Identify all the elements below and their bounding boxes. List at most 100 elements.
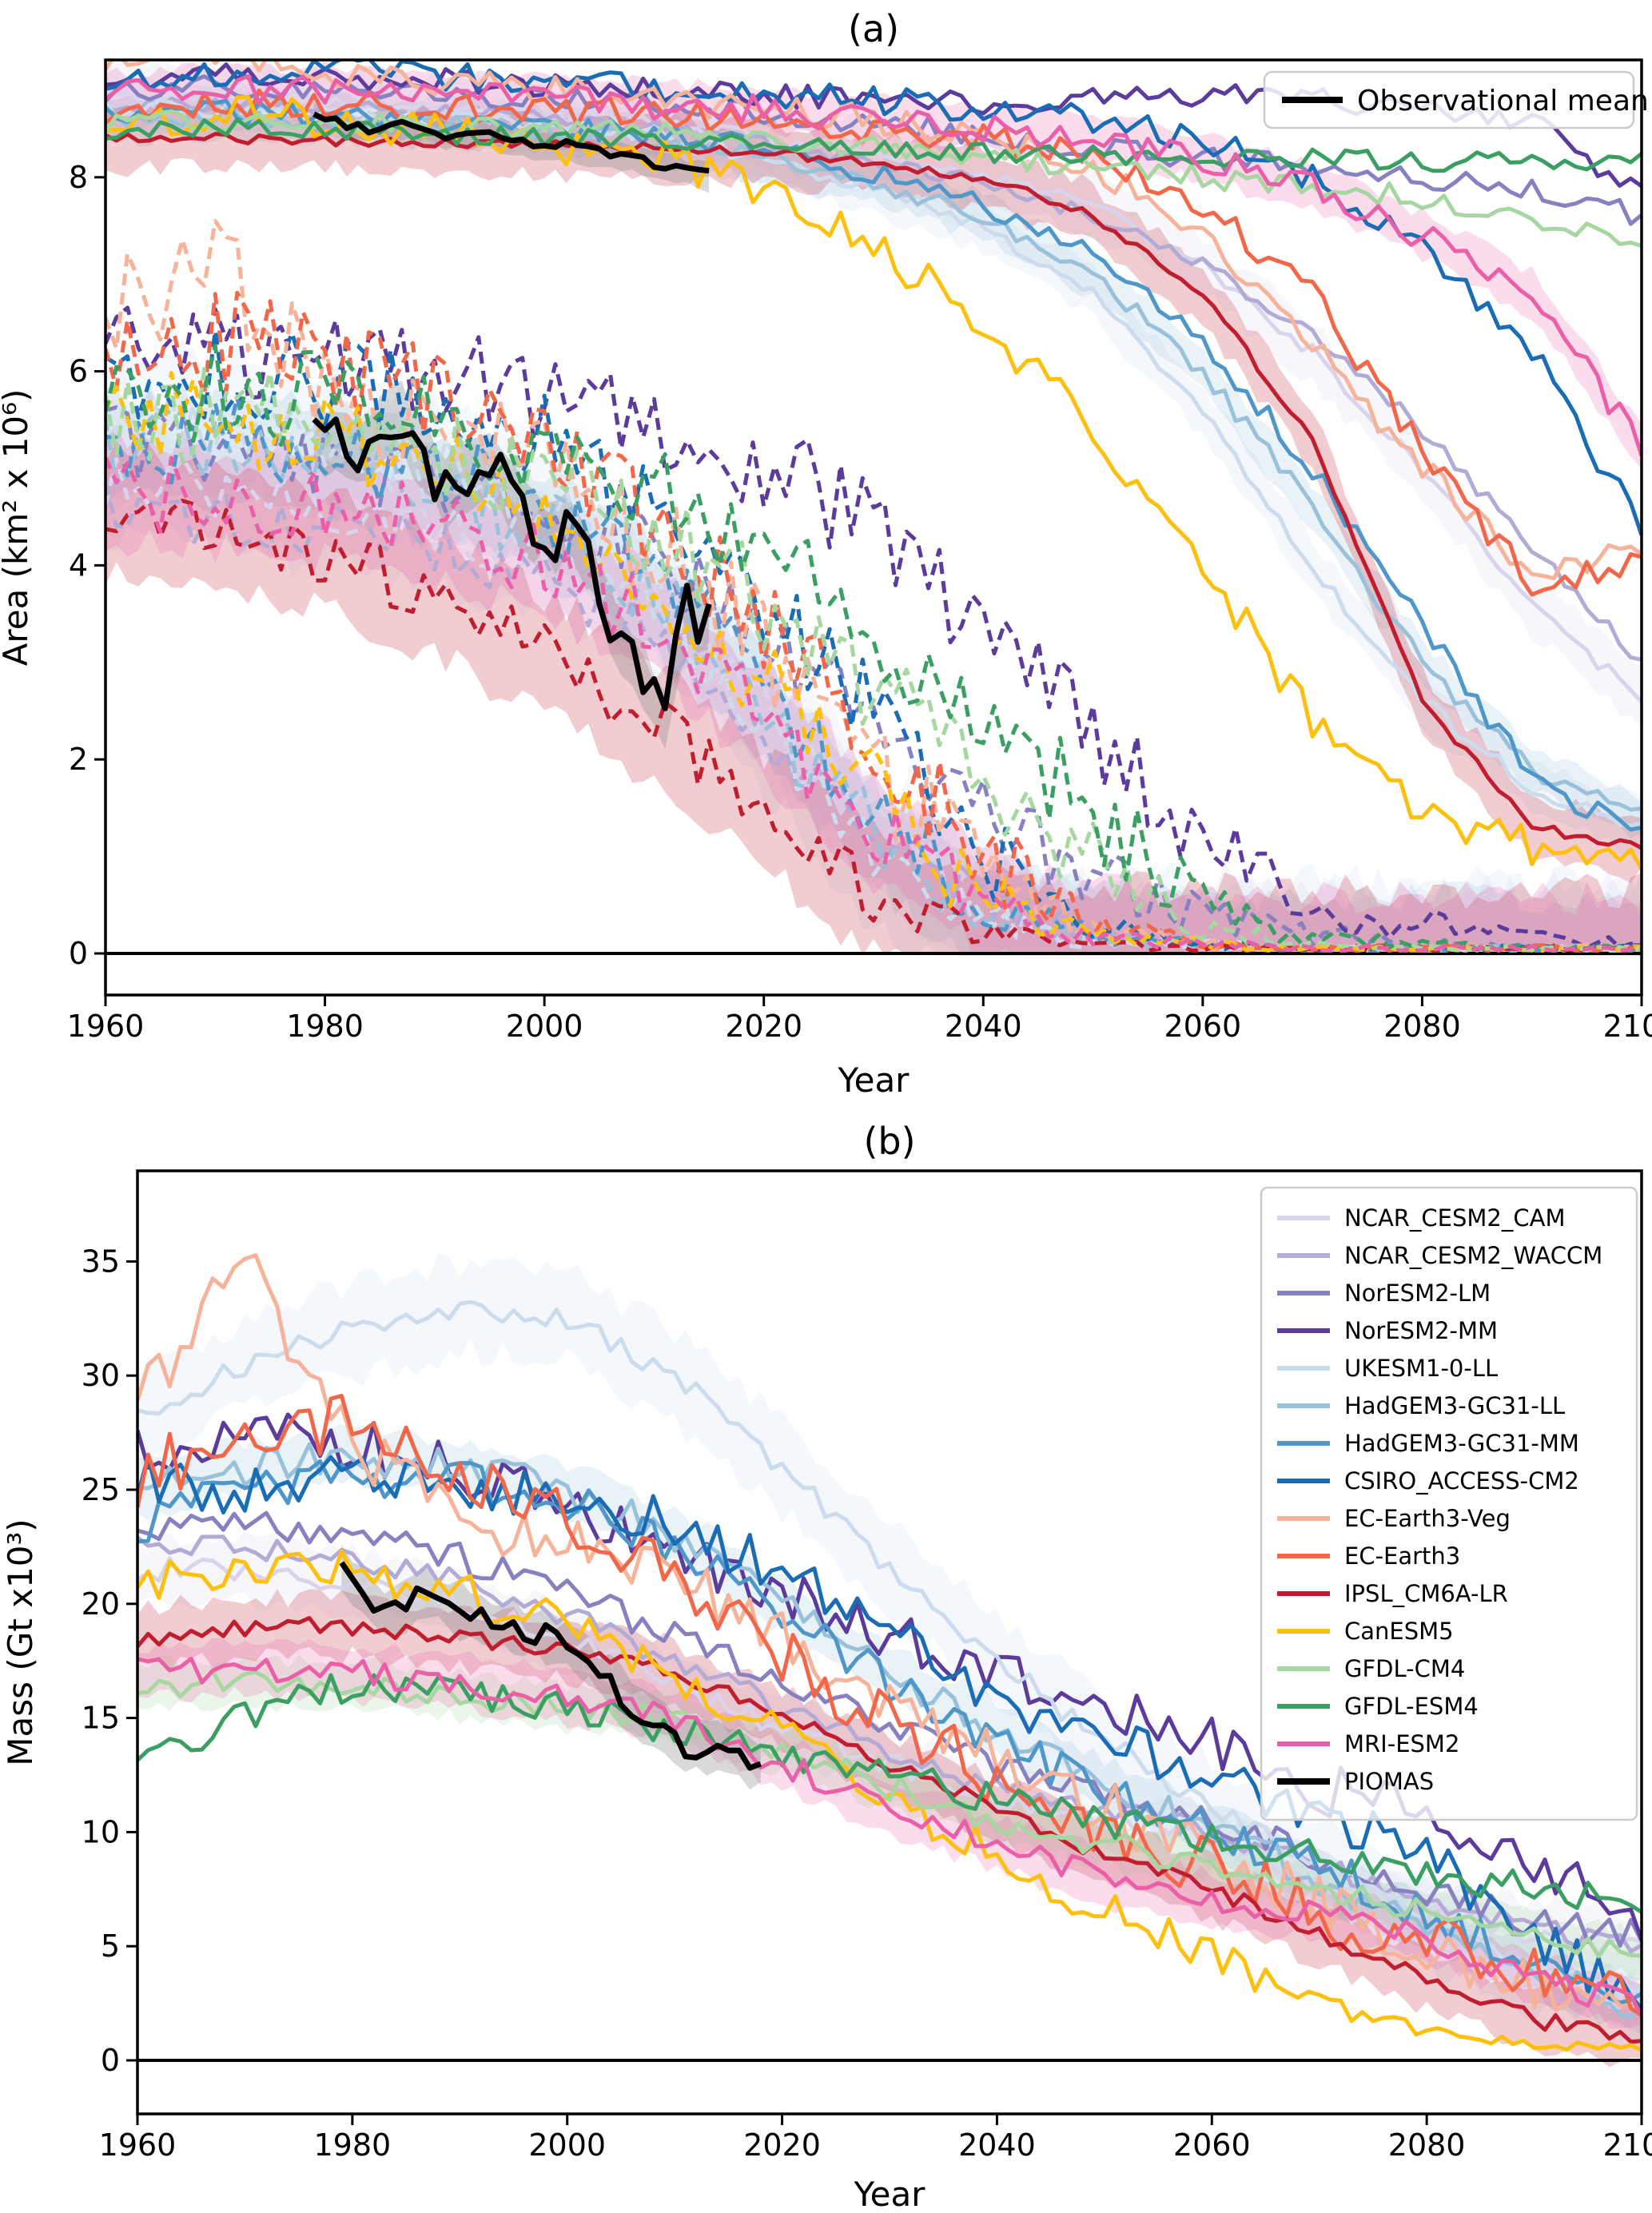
panel-b-y-tick-label: 5 xyxy=(101,1928,120,1964)
line-a-CSIRO-ACCESS-CM2-september xyxy=(105,328,1642,953)
legend-label-HadGEM3-GC31-LL: HadGEM3-GC31-LL xyxy=(1344,1392,1565,1419)
panel-b-legend-box xyxy=(1260,1186,1638,1821)
panel-b-x-tick-label: 1960 xyxy=(99,2127,177,2163)
legend-label-EC-Earth3: EC-Earth3 xyxy=(1344,1542,1460,1570)
band-a-IPSL-CM6A-LR xyxy=(105,441,1642,956)
band-a-MRI-ESM2 xyxy=(105,425,1642,956)
panel-a-y-tick-label: 8 xyxy=(69,160,88,195)
panel-a-x-tick-label: 2040 xyxy=(945,1009,1022,1044)
line-a-NorESM2-MM-september xyxy=(105,305,1642,950)
legend-label-MRI-ESM2: MRI-ESM2 xyxy=(1344,1730,1459,1757)
band-a-Observational-mean xyxy=(313,380,710,750)
panel-a-x-tick-label: 1960 xyxy=(67,1009,145,1044)
panel-b-y-tick-label: 30 xyxy=(82,1358,120,1393)
panel-b-ylabel: Mass (Gt x10³) xyxy=(1,1518,40,1765)
panel-a-legend-box xyxy=(1263,70,1635,129)
line-b-MRI-ESM2 xyxy=(137,1656,1642,2018)
legend-label-CSIRO-ACCESS-CM2: CSIRO_ACCESS-CM2 xyxy=(1344,1467,1579,1495)
panel-b-y-tick-label: 35 xyxy=(82,1244,120,1279)
line-b-CanESM5 xyxy=(137,1549,1642,2052)
panel-b-y-tick-label: 0 xyxy=(101,2043,120,2078)
line-b-GFDL-CM4 xyxy=(137,1669,1642,1959)
panel-a-y-tick-label: 0 xyxy=(69,936,88,971)
panel-b-plot-area xyxy=(137,1252,1642,2068)
panel-a-x-tick-label: 2060 xyxy=(1164,1009,1241,1044)
panel-a-xlabel: Year xyxy=(838,1061,910,1100)
band-b-HadGEM3-GC31-LL xyxy=(137,1423,1642,2035)
legend-label-NorESM2-LM: NorESM2-LM xyxy=(1344,1280,1491,1307)
panel-b-y-tick-label: 25 xyxy=(82,1472,120,1507)
line-a-MRI-ESM2-september xyxy=(105,456,1642,953)
line-b-EC-Earth3-Veg xyxy=(137,1253,1642,2018)
line-b-GFDL-ESM4 xyxy=(137,1673,1642,1914)
line-b-IPSL-CM6A-LR xyxy=(137,1616,1642,2044)
panel-b-axes-frame xyxy=(136,1169,1643,2115)
line-a-IPSL-CM6A-LR-march xyxy=(105,132,1642,850)
legend-label-IPSL-CM6A-LR: IPSL_CM6A-LR xyxy=(1344,1580,1508,1607)
line-a-GFDL-ESM4-march xyxy=(105,117,1642,173)
legend-label-NCAR-CESM2-CAM: NCAR_CESM2_CAM xyxy=(1344,1204,1566,1232)
panel-b-y-tick-label: 20 xyxy=(82,1586,120,1622)
band-a-HadGEM3-GC31-LL xyxy=(105,383,1642,956)
panel-b-x-tick-label: 2040 xyxy=(958,2127,1036,2163)
line-b-PIOMAS xyxy=(339,1561,762,1771)
line-a-MRI-ESM2-march xyxy=(105,74,1642,457)
legend-label-NorESM2-MM: NorESM2-MM xyxy=(1344,1317,1498,1344)
line-a-CanESM5-march xyxy=(105,95,1642,871)
line-b-EC-Earth3 xyxy=(137,1394,1642,2017)
panel-b-y-tick-label: 10 xyxy=(82,1814,120,1849)
panel-a-plot-area xyxy=(105,60,1642,956)
panel-b-xlabel: Year xyxy=(854,2175,926,2213)
panel-a-ylabel: Area (km² x 10⁶) xyxy=(0,389,35,667)
legend-label-GFDL-ESM4: GFDL-ESM4 xyxy=(1344,1693,1479,1720)
panel-a-x-tick-label: 2080 xyxy=(1383,1009,1461,1044)
legend-label-CanESM5: CanESM5 xyxy=(1344,1618,1454,1645)
panel-b-x-tick-label: 1980 xyxy=(313,2127,391,2163)
legend-label-NCAR-CESM2-WACCM: NCAR_CESM2_WACCM xyxy=(1344,1242,1602,1269)
band-a-NCAR-CESM2-CAM xyxy=(105,401,1642,956)
panel-a-y-tick-label: 6 xyxy=(69,354,88,389)
line-a-HadGEM3-GC31-MM-march xyxy=(105,98,1642,832)
line-a-UKESM1-0-LL-september xyxy=(105,392,1642,953)
panel-a-axes-frame xyxy=(104,58,1643,997)
line-a-IPSL-CM6A-LR-september xyxy=(105,498,1642,953)
panel-b-title: (b) xyxy=(863,1120,915,1163)
panel-a-x-tick-label: 1980 xyxy=(286,1009,364,1044)
band-b-IPSL-CM6A-LR xyxy=(137,1589,1642,2068)
line-b-HadGEM3-GC31-LL xyxy=(137,1442,1642,2019)
line-a-NorESM2-LM-march xyxy=(105,74,1642,226)
legend-label-EC-Earth3-Veg: EC-Earth3-Veg xyxy=(1344,1505,1511,1532)
panel-b-x-tick-label: 2060 xyxy=(1173,2127,1251,2163)
line-a-EC-Earth3-march xyxy=(105,88,1642,597)
legend-label-observational-mean: Observational mean xyxy=(1357,85,1649,117)
band-b-PIOMAS xyxy=(341,1544,761,1790)
line-a-GFDL-CM4-september xyxy=(105,367,1642,953)
panel-a-title: (a) xyxy=(848,7,899,50)
line-b-UKESM1-0-LL xyxy=(137,1300,1642,1997)
panel-a-y-tick-label: 4 xyxy=(69,547,88,583)
band-a-MRI-ESM2 xyxy=(105,61,1642,468)
band-b-MRI-ESM2 xyxy=(137,1638,1642,2029)
line-b-NorESM2-LM xyxy=(137,1510,1642,1948)
panel-b-y-tick-label: 15 xyxy=(82,1701,120,1736)
line-b-CSIRO-ACCESS-CM2 xyxy=(137,1454,1642,2011)
band-a-NCAR-CESM2-CAM xyxy=(105,60,1642,726)
legend-label-HadGEM3-GC31-MM: HadGEM3-GC31-MM xyxy=(1344,1430,1579,1457)
line-b-NCAR-CESM2-WACCM xyxy=(137,1534,1642,1954)
line-a-Observational-mean-march xyxy=(312,111,710,174)
panel-a-x-tick-label: 2000 xyxy=(506,1009,583,1044)
line-a-GFDL-ESM4-september xyxy=(105,344,1642,953)
panel-a-x-tick-label: 2020 xyxy=(725,1009,802,1044)
panel-b-x-tick-label: 2000 xyxy=(528,2127,606,2163)
panel-a-y-tick-label: 2 xyxy=(69,742,88,777)
panel-b-x-tick-label: 2080 xyxy=(1388,2127,1466,2163)
band-b-GFDL-CM4 xyxy=(137,1654,1642,1981)
legend-label-PIOMAS: PIOMAS xyxy=(1344,1768,1434,1795)
panel-b-x-tick-label: 2020 xyxy=(743,2127,821,2163)
line-a-Observational-mean-september xyxy=(312,416,712,711)
legend-label-GFDL-CM4: GFDL-CM4 xyxy=(1344,1655,1465,1682)
